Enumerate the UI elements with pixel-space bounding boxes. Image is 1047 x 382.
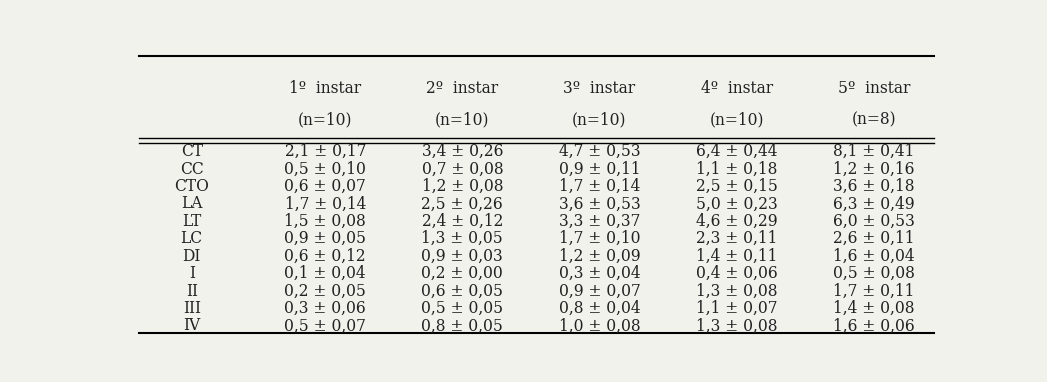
Text: 0,2 ± 0,05: 0,2 ± 0,05: [285, 283, 366, 299]
Text: 0,5 ± 0,08: 0,5 ± 0,08: [832, 265, 915, 282]
Text: (n=10): (n=10): [436, 112, 490, 128]
Text: (n=8): (n=8): [851, 112, 896, 128]
Text: 0,5 ± 0,10: 0,5 ± 0,10: [285, 161, 366, 178]
Text: 5,0 ± 0,23: 5,0 ± 0,23: [695, 196, 778, 212]
Text: 2,5 ± 0,15: 2,5 ± 0,15: [695, 178, 778, 195]
Text: 6,4 ± 0,44: 6,4 ± 0,44: [696, 143, 777, 160]
Text: 1,1 ± 0,07: 1,1 ± 0,07: [696, 300, 777, 317]
Text: 1,5 ± 0,08: 1,5 ± 0,08: [285, 213, 366, 230]
Text: 6,3 ± 0,49: 6,3 ± 0,49: [833, 196, 914, 212]
Text: 0,1 ± 0,04: 0,1 ± 0,04: [285, 265, 366, 282]
Text: 1,2 ± 0,08: 1,2 ± 0,08: [422, 178, 504, 195]
Text: 1,4 ± 0,08: 1,4 ± 0,08: [833, 300, 914, 317]
Text: 0,8 ± 0,05: 0,8 ± 0,05: [421, 317, 504, 334]
Text: 0,9 ± 0,11: 0,9 ± 0,11: [559, 161, 641, 178]
Text: 2,1 ± 0,17: 2,1 ± 0,17: [285, 143, 365, 160]
Text: LC: LC: [181, 230, 203, 247]
Text: 0,8 ± 0,04: 0,8 ± 0,04: [559, 300, 641, 317]
Text: CTO: CTO: [174, 178, 209, 195]
Text: 0,3 ± 0,06: 0,3 ± 0,06: [285, 300, 366, 317]
Text: (n=10): (n=10): [573, 112, 627, 128]
Text: 1,3 ± 0,05: 1,3 ± 0,05: [422, 230, 504, 247]
Text: 0,9 ± 0,05: 0,9 ± 0,05: [284, 230, 366, 247]
Text: 3,6 ± 0,53: 3,6 ± 0,53: [559, 196, 641, 212]
Text: 1,1 ± 0,18: 1,1 ± 0,18: [696, 161, 777, 178]
Text: 1,2 ± 0,16: 1,2 ± 0,16: [833, 161, 914, 178]
Text: 1,6 ± 0,06: 1,6 ± 0,06: [832, 317, 915, 334]
Text: DI: DI: [182, 248, 201, 265]
Text: 0,3 ± 0,04: 0,3 ± 0,04: [559, 265, 641, 282]
Text: 0,5 ± 0,05: 0,5 ± 0,05: [421, 300, 504, 317]
Text: II: II: [185, 283, 198, 299]
Text: 0,6 ± 0,07: 0,6 ± 0,07: [285, 178, 366, 195]
Text: 2,4 ± 0,12: 2,4 ± 0,12: [422, 213, 503, 230]
Text: I: I: [188, 265, 195, 282]
Text: (n=10): (n=10): [710, 112, 764, 128]
Text: (n=10): (n=10): [298, 112, 353, 128]
Text: 0,7 ± 0,08: 0,7 ± 0,08: [422, 161, 504, 178]
Text: 0,9 ± 0,03: 0,9 ± 0,03: [422, 248, 504, 265]
Text: III: III: [183, 300, 201, 317]
Text: 4º  instar: 4º instar: [700, 80, 773, 97]
Text: 3,6 ± 0,18: 3,6 ± 0,18: [833, 178, 914, 195]
Text: 1,6 ± 0,04: 1,6 ± 0,04: [833, 248, 914, 265]
Text: 0,5 ± 0,07: 0,5 ± 0,07: [285, 317, 366, 334]
Text: 2,6 ± 0,11: 2,6 ± 0,11: [833, 230, 914, 247]
Text: 1,4 ± 0,11: 1,4 ± 0,11: [696, 248, 777, 265]
Text: 5º  instar: 5º instar: [838, 80, 910, 97]
Text: 3,4 ± 0,26: 3,4 ± 0,26: [422, 143, 504, 160]
Text: 4,6 ± 0,29: 4,6 ± 0,29: [696, 213, 778, 230]
Text: 3º  instar: 3º instar: [563, 80, 636, 97]
Text: 1,2 ± 0,09: 1,2 ± 0,09: [559, 248, 641, 265]
Text: 1,0 ± 0,08: 1,0 ± 0,08: [559, 317, 641, 334]
Text: LT: LT: [182, 213, 201, 230]
Text: 0,4 ± 0,06: 0,4 ± 0,06: [695, 265, 778, 282]
Text: 4,7 ± 0,53: 4,7 ± 0,53: [559, 143, 641, 160]
Text: 0,9 ± 0,07: 0,9 ± 0,07: [559, 283, 641, 299]
Text: 1,7 ± 0,11: 1,7 ± 0,11: [833, 283, 914, 299]
Text: CC: CC: [180, 161, 203, 178]
Text: 2º  instar: 2º instar: [426, 80, 498, 97]
Text: 2,5 ± 0,26: 2,5 ± 0,26: [422, 196, 504, 212]
Text: 0,2 ± 0,00: 0,2 ± 0,00: [422, 265, 504, 282]
Text: 1,7 ± 0,14: 1,7 ± 0,14: [559, 178, 640, 195]
Text: 0,6 ± 0,05: 0,6 ± 0,05: [421, 283, 504, 299]
Text: 1,7 ± 0,10: 1,7 ± 0,10: [559, 230, 640, 247]
Text: CT: CT: [181, 143, 203, 160]
Text: 3,3 ± 0,37: 3,3 ± 0,37: [559, 213, 640, 230]
Text: IV: IV: [183, 317, 200, 334]
Text: 2,3 ± 0,11: 2,3 ± 0,11: [696, 230, 777, 247]
Text: 1,3 ± 0,08: 1,3 ± 0,08: [696, 317, 777, 334]
Text: 1,7 ± 0,14: 1,7 ± 0,14: [285, 196, 365, 212]
Text: 1,3 ± 0,08: 1,3 ± 0,08: [696, 283, 777, 299]
Text: 8,1 ± 0,41: 8,1 ± 0,41: [833, 143, 914, 160]
Text: LA: LA: [181, 196, 202, 212]
Text: 6,0 ± 0,53: 6,0 ± 0,53: [832, 213, 915, 230]
Text: 0,6 ± 0,12: 0,6 ± 0,12: [285, 248, 366, 265]
Text: 1º  instar: 1º instar: [289, 80, 361, 97]
